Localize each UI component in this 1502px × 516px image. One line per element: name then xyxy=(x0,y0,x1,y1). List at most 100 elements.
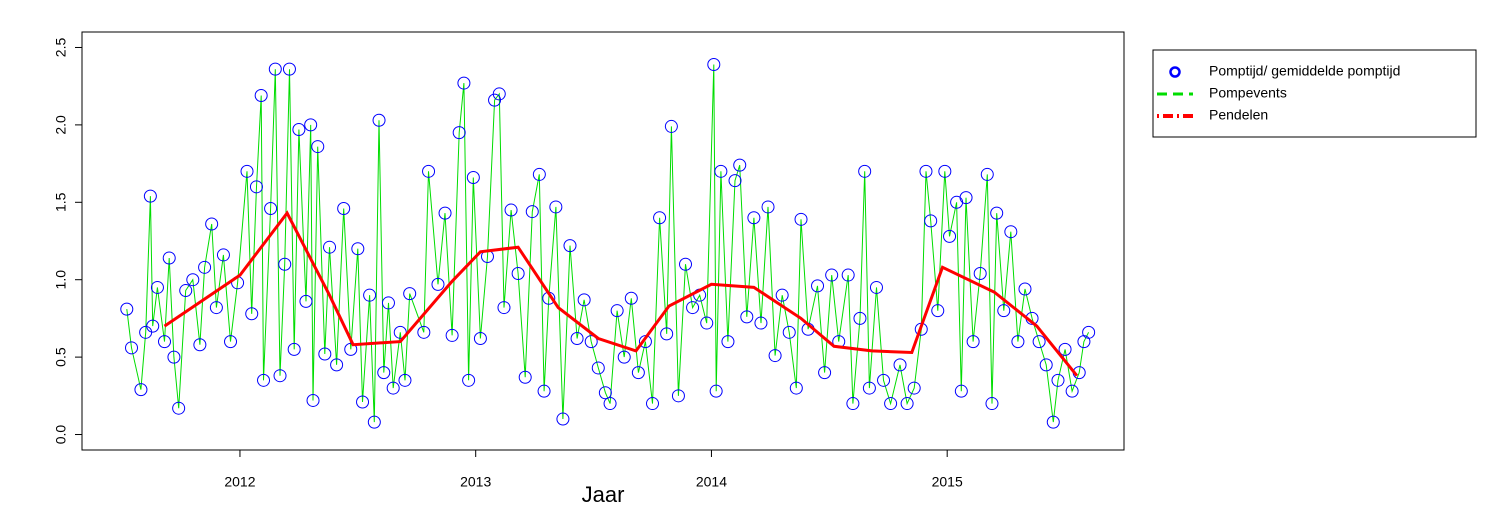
point xyxy=(452,126,466,140)
point xyxy=(511,267,525,281)
point xyxy=(143,189,157,203)
point xyxy=(268,62,282,76)
point xyxy=(193,338,207,352)
point xyxy=(438,206,452,220)
point xyxy=(1058,342,1072,356)
point xyxy=(278,257,292,271)
legend-label: Pendelen xyxy=(1209,107,1268,123)
point xyxy=(664,119,678,133)
point xyxy=(1018,282,1032,296)
point xyxy=(775,288,789,302)
point xyxy=(287,342,301,356)
event-line xyxy=(126,64,1090,423)
point xyxy=(125,341,139,355)
point xyxy=(179,284,193,298)
point xyxy=(254,88,268,102)
point xyxy=(304,118,318,132)
point xyxy=(686,301,700,315)
point xyxy=(811,279,825,293)
point xyxy=(445,328,459,342)
y-tick-label: 1.0 xyxy=(53,270,69,290)
point xyxy=(1032,335,1046,349)
point xyxy=(563,239,577,253)
point xyxy=(761,200,775,214)
point xyxy=(631,366,645,380)
point xyxy=(146,319,160,333)
point xyxy=(591,361,605,375)
point xyxy=(570,332,584,346)
point xyxy=(646,397,660,411)
point xyxy=(257,373,271,387)
point xyxy=(980,167,994,181)
point xyxy=(377,366,391,380)
point xyxy=(264,201,278,215)
point xyxy=(245,307,259,321)
point xyxy=(671,389,685,403)
point xyxy=(728,174,742,188)
y-tick-label: 1.5 xyxy=(53,192,69,212)
point xyxy=(598,386,612,400)
point xyxy=(1051,373,1065,387)
point xyxy=(209,301,223,315)
point xyxy=(700,316,714,330)
point xyxy=(919,164,933,178)
point xyxy=(282,62,296,76)
point xyxy=(924,214,938,228)
point xyxy=(853,311,867,325)
point xyxy=(249,180,263,194)
point xyxy=(431,277,445,291)
point xyxy=(893,358,907,372)
point xyxy=(549,200,563,214)
point xyxy=(841,268,855,282)
point xyxy=(403,287,417,301)
point xyxy=(858,164,872,178)
point xyxy=(1082,325,1096,339)
point xyxy=(584,335,598,349)
point xyxy=(240,164,254,178)
point xyxy=(363,288,377,302)
point xyxy=(344,342,358,356)
point xyxy=(990,206,1004,220)
point xyxy=(709,384,723,398)
point xyxy=(162,251,176,265)
point xyxy=(740,310,754,324)
point xyxy=(386,381,400,395)
x-axis-label: Jaar xyxy=(582,482,625,507)
y-tick-label: 2.5 xyxy=(53,38,69,58)
point xyxy=(504,203,518,217)
point xyxy=(768,349,782,363)
point xyxy=(172,401,186,415)
point xyxy=(273,369,287,383)
point xyxy=(747,211,761,225)
point xyxy=(224,335,238,349)
point xyxy=(985,397,999,411)
point xyxy=(721,335,735,349)
point xyxy=(186,273,200,287)
point xyxy=(492,87,506,101)
point xyxy=(1004,225,1018,239)
point xyxy=(954,384,968,398)
point xyxy=(417,325,431,339)
point xyxy=(556,412,570,426)
point xyxy=(337,201,351,215)
point xyxy=(323,240,337,254)
point xyxy=(966,335,980,349)
point xyxy=(351,242,365,256)
point xyxy=(393,325,407,339)
point xyxy=(653,211,667,225)
point xyxy=(381,296,395,310)
point xyxy=(205,217,219,231)
y-tick-label: 0.0 xyxy=(53,425,69,445)
point xyxy=(1011,335,1025,349)
legend-label: Pompevents xyxy=(1209,85,1287,101)
point xyxy=(318,347,332,361)
point xyxy=(907,381,921,395)
plot-frame xyxy=(81,31,1125,451)
point xyxy=(1065,384,1079,398)
x-tick-label: 2014 xyxy=(696,474,727,490)
point xyxy=(959,191,973,205)
legend-marker xyxy=(1169,66,1181,78)
legend-label: Pomptijd/ gemiddelde pomptijd xyxy=(1209,63,1400,79)
point xyxy=(356,395,370,409)
